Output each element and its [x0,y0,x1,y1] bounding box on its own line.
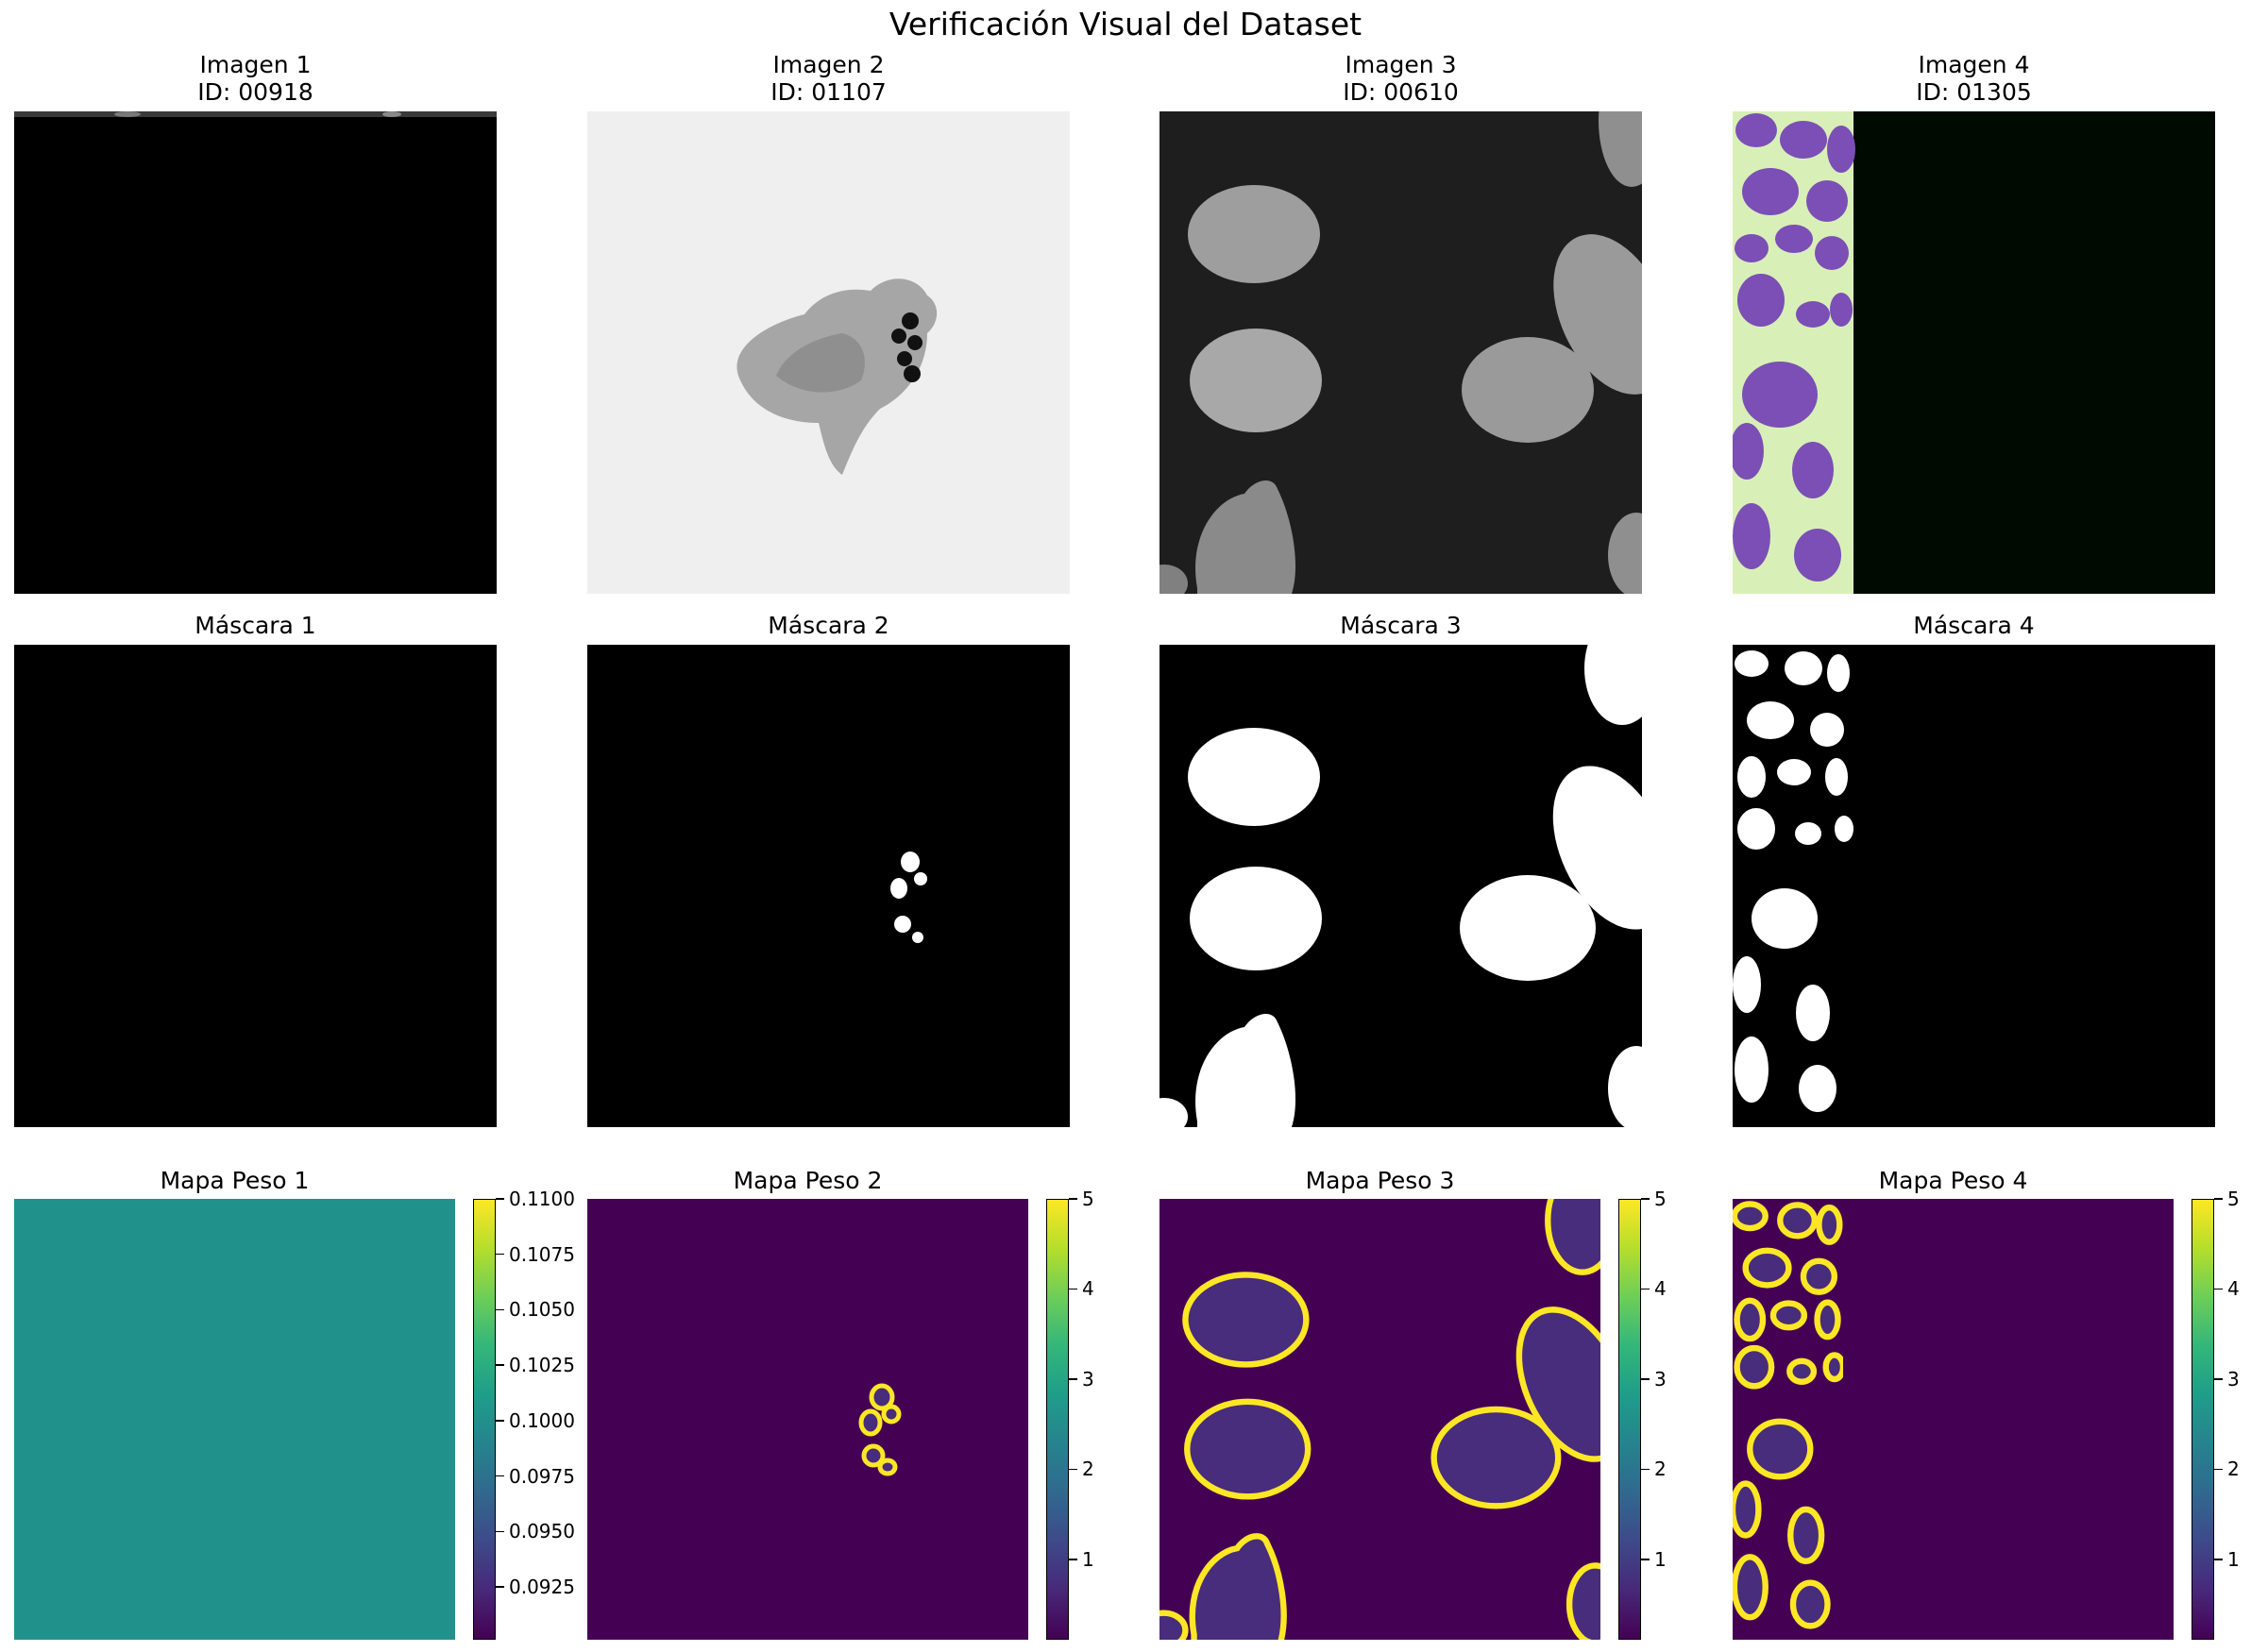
colorbar-tick-mark [2214,1198,2223,1200]
image-4-title-line1: Imagen 4 [1918,51,2030,78]
colorbar-tick-mark [2214,1468,2223,1471]
image-4-title-line2: ID: 01305 [1916,78,2032,106]
weight-map-3-colorbar [1618,1199,1641,1640]
colorbar-tick-mark [1641,1198,1650,1200]
colorbar-tick-mark [2214,1288,2223,1290]
colorbar-tick-label: 0.0950 [509,1520,575,1543]
colorbar-tick-label: 2 [1654,1458,1667,1481]
colorbar-tick-label: 3 [1654,1367,1667,1391]
colorbar-tick-label: 3 [1082,1367,1094,1391]
colorbar-tick-label: 0.1050 [509,1298,575,1322]
image-4-title: Imagen 4 ID: 01305 [1733,51,2215,106]
colorbar-tick-mark [1641,1559,1650,1560]
colorbar-tick-mark [496,1420,504,1422]
colorbar-tick-label: 3 [2227,1367,2240,1391]
colorbar-tick-mark [496,1253,504,1256]
weight-map-3-panel [1159,1199,1600,1640]
image-3-title: Imagen 3 ID: 00610 [1159,51,1642,106]
image-2-title-line1: Imagen 2 [772,51,885,78]
mask-3-picture [1159,645,1642,1127]
mask-1-title: Máscara 1 [195,612,316,639]
image-1-title-line1: Imagen 1 [199,51,312,78]
colorbar-tick-mark [1069,1559,1077,1560]
image-4-picture [1733,111,1855,594]
weight-map-4-picture [1733,1199,2174,1640]
mask-2-picture [890,851,927,943]
weight-map-2-panel [587,1199,1028,1640]
colorbar-tick-label: 4 [2227,1277,2240,1301]
colorbar-tick-mark [1069,1378,1077,1380]
colorbar-tick-mark [496,1308,504,1311]
mask-4-picture [1733,650,1853,1112]
colorbar-tick-label: 4 [1082,1277,1094,1301]
colorbar-tick-label: 0.1075 [509,1242,575,1266]
image-2-title-line2: ID: 01107 [770,78,887,106]
image-1-title: Imagen 1 ID: 00918 [14,51,497,106]
image-3-title-line2: ID: 00610 [1343,78,1459,106]
image-3-panel [1159,111,1642,594]
weight-map-2-title: Mapa Peso 2 [733,1167,883,1194]
colorbar-tick-mark [496,1475,504,1477]
image-1-picture [14,111,497,117]
mask-2-panel [587,645,1070,1127]
colorbar-tick-label: 0.0975 [509,1464,575,1488]
image-1-panel [14,111,497,594]
colorbar-tick-mark [1641,1468,1650,1471]
colorbar-tick-label: 1 [1082,1547,1094,1571]
colorbar-tick-label: 0.1025 [509,1354,575,1377]
colorbar-tick-label: 1 [2227,1547,2240,1571]
weight-map-1-title: Mapa Peso 1 [160,1167,310,1194]
mask-1-panel [14,645,497,1127]
weight-map-4-colorbar [2192,1199,2214,1640]
mask-2-title: Máscara 2 [768,612,889,639]
weight-map-3-title: Mapa Peso 3 [1305,1167,1455,1194]
mask-4-title: Máscara 4 [1913,612,2035,639]
colorbar-tick-label: 0.1100 [509,1188,575,1210]
colorbar-tick-label: 4 [1654,1277,1667,1301]
colorbar-tick-mark [1069,1468,1077,1471]
weight-map-4-title: Mapa Peso 4 [1878,1167,2028,1194]
colorbar-tick-label: 0.0925 [509,1576,575,1599]
colorbar-tick-mark [1069,1198,1077,1200]
colorbar-tick-mark [1641,1378,1650,1380]
image-2-panel [587,111,1070,594]
mask-3-panel [1159,645,1642,1127]
colorbar-tick-label: 0.1000 [509,1408,575,1432]
colorbar-tick-mark [496,1586,504,1588]
colorbar-tick-mark [496,1364,504,1366]
colorbar-tick-mark [1641,1288,1650,1290]
colorbar-tick-mark [2214,1559,2223,1560]
colorbar-tick-label: 5 [1082,1188,1094,1210]
figure-title: Verificación Visual del Dataset [889,6,1362,42]
colorbar-tick-mark [1069,1288,1077,1290]
weight-map-4-panel [1733,1199,2174,1640]
colorbar-tick-label: 2 [1082,1458,1094,1481]
colorbar-tick-mark [496,1530,504,1533]
weight-map-1-colorbar [473,1199,496,1640]
mask-4-panel [1733,645,2215,1127]
image-2-title: Imagen 2 ID: 01107 [587,51,1070,106]
weight-map-2-picture [858,1383,902,1476]
colorbar-tick-label: 2 [2227,1458,2240,1481]
image-3-title-line1: Imagen 3 [1345,51,1457,78]
image-3-picture [1159,111,1642,594]
weight-map-1-panel [14,1199,455,1640]
weight-map-3-picture [1159,1199,1600,1640]
colorbar-tick-mark [496,1198,504,1200]
image-4-panel [1733,111,2215,594]
colorbar-tick-label: 5 [2227,1188,2240,1210]
colorbar-tick-label: 1 [1654,1547,1667,1571]
colorbar-tick-mark [2214,1378,2223,1380]
image-1-title-line2: ID: 00918 [197,78,313,106]
mask-3-title: Máscara 3 [1340,612,1462,639]
weight-map-2-colorbar [1046,1199,1069,1640]
image-2-picture [736,278,938,475]
colorbar-tick-label: 5 [1654,1188,1667,1210]
